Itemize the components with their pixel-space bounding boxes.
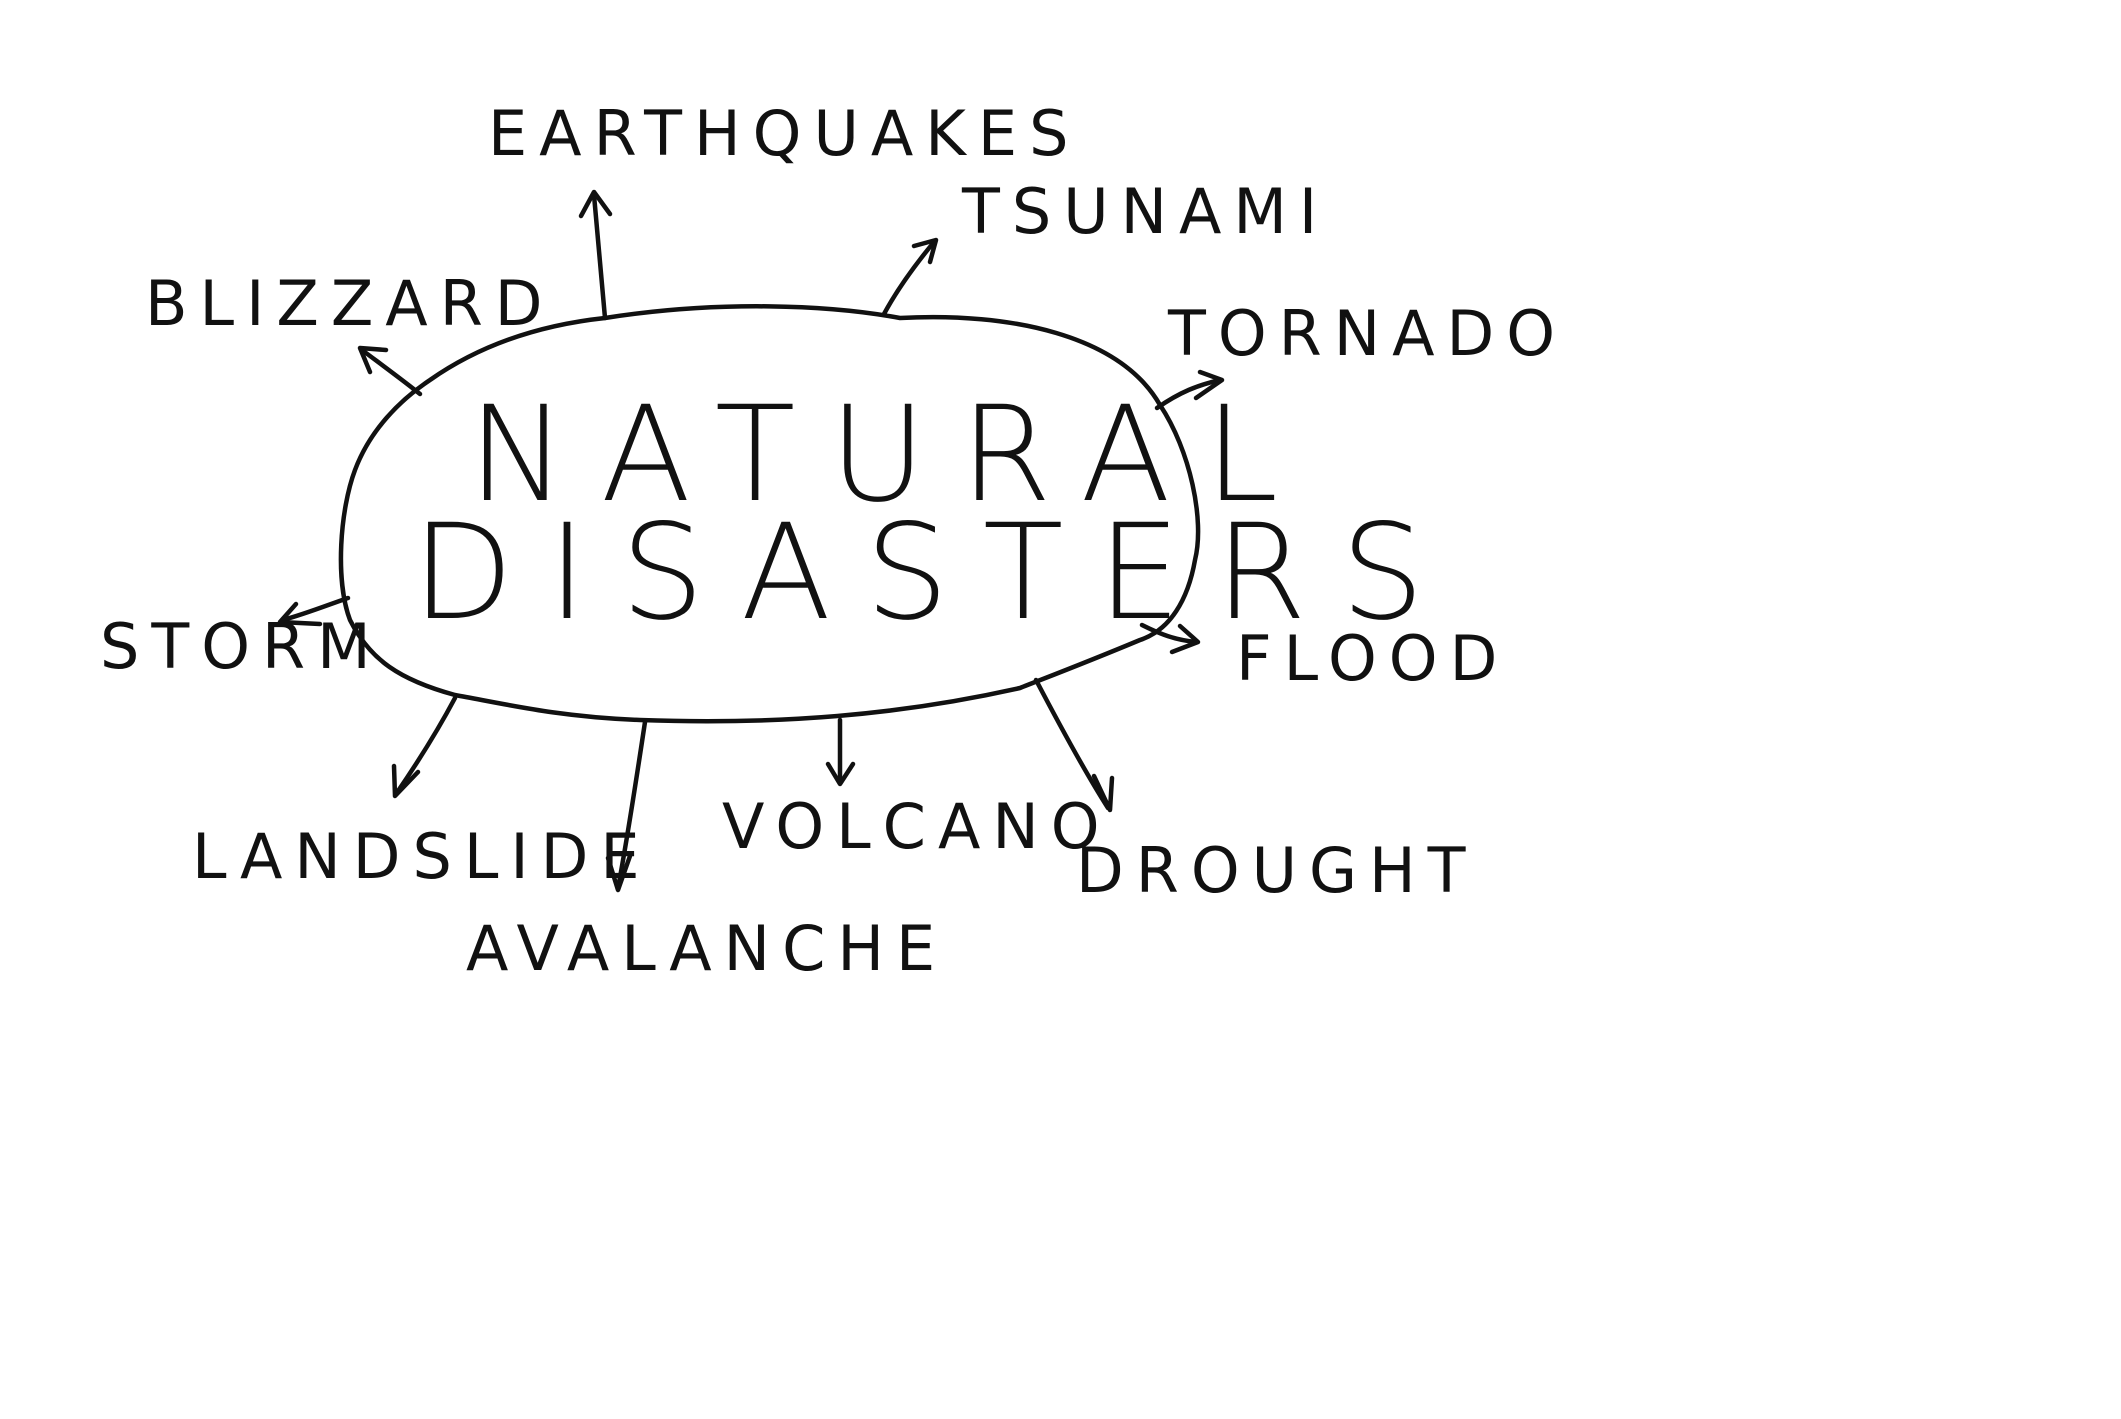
arrow-blizzard: [357, 345, 423, 397]
arrow-flood: [1139, 622, 1201, 655]
label-drought: DROUGHT: [1076, 834, 1478, 907]
arrow-earthquakes: [578, 189, 613, 321]
arrow-tornado: [1154, 369, 1225, 411]
center-oval: [338, 304, 1201, 724]
arrow-tsunami: [881, 237, 939, 317]
arrow-volcano: [825, 717, 856, 787]
label-volcano: VOLCANO: [722, 790, 1112, 863]
arrow-avalanche: [605, 719, 648, 893]
arrow-landslide: [391, 695, 458, 799]
label-flood: FLOOD: [1236, 622, 1509, 695]
arrow-storm: [277, 595, 351, 627]
label-earthquakes: EARTHQUAKES: [488, 97, 1080, 170]
arrow-drought: [1033, 677, 1115, 813]
label-tsunami: TSUNAMI: [961, 175, 1329, 248]
label-blizzard: BLIZZARD: [145, 267, 555, 340]
center-title-line2: DISASTERS: [412, 496, 1458, 650]
center-title-line1: NATURAL: [468, 378, 1312, 532]
label-landslide: LANDSLIDE: [192, 820, 652, 893]
label-tornado: TORNADO: [1167, 297, 1567, 370]
label-storm: STORM: [100, 610, 383, 683]
label-avalanche: AVALANCHE: [466, 912, 947, 985]
